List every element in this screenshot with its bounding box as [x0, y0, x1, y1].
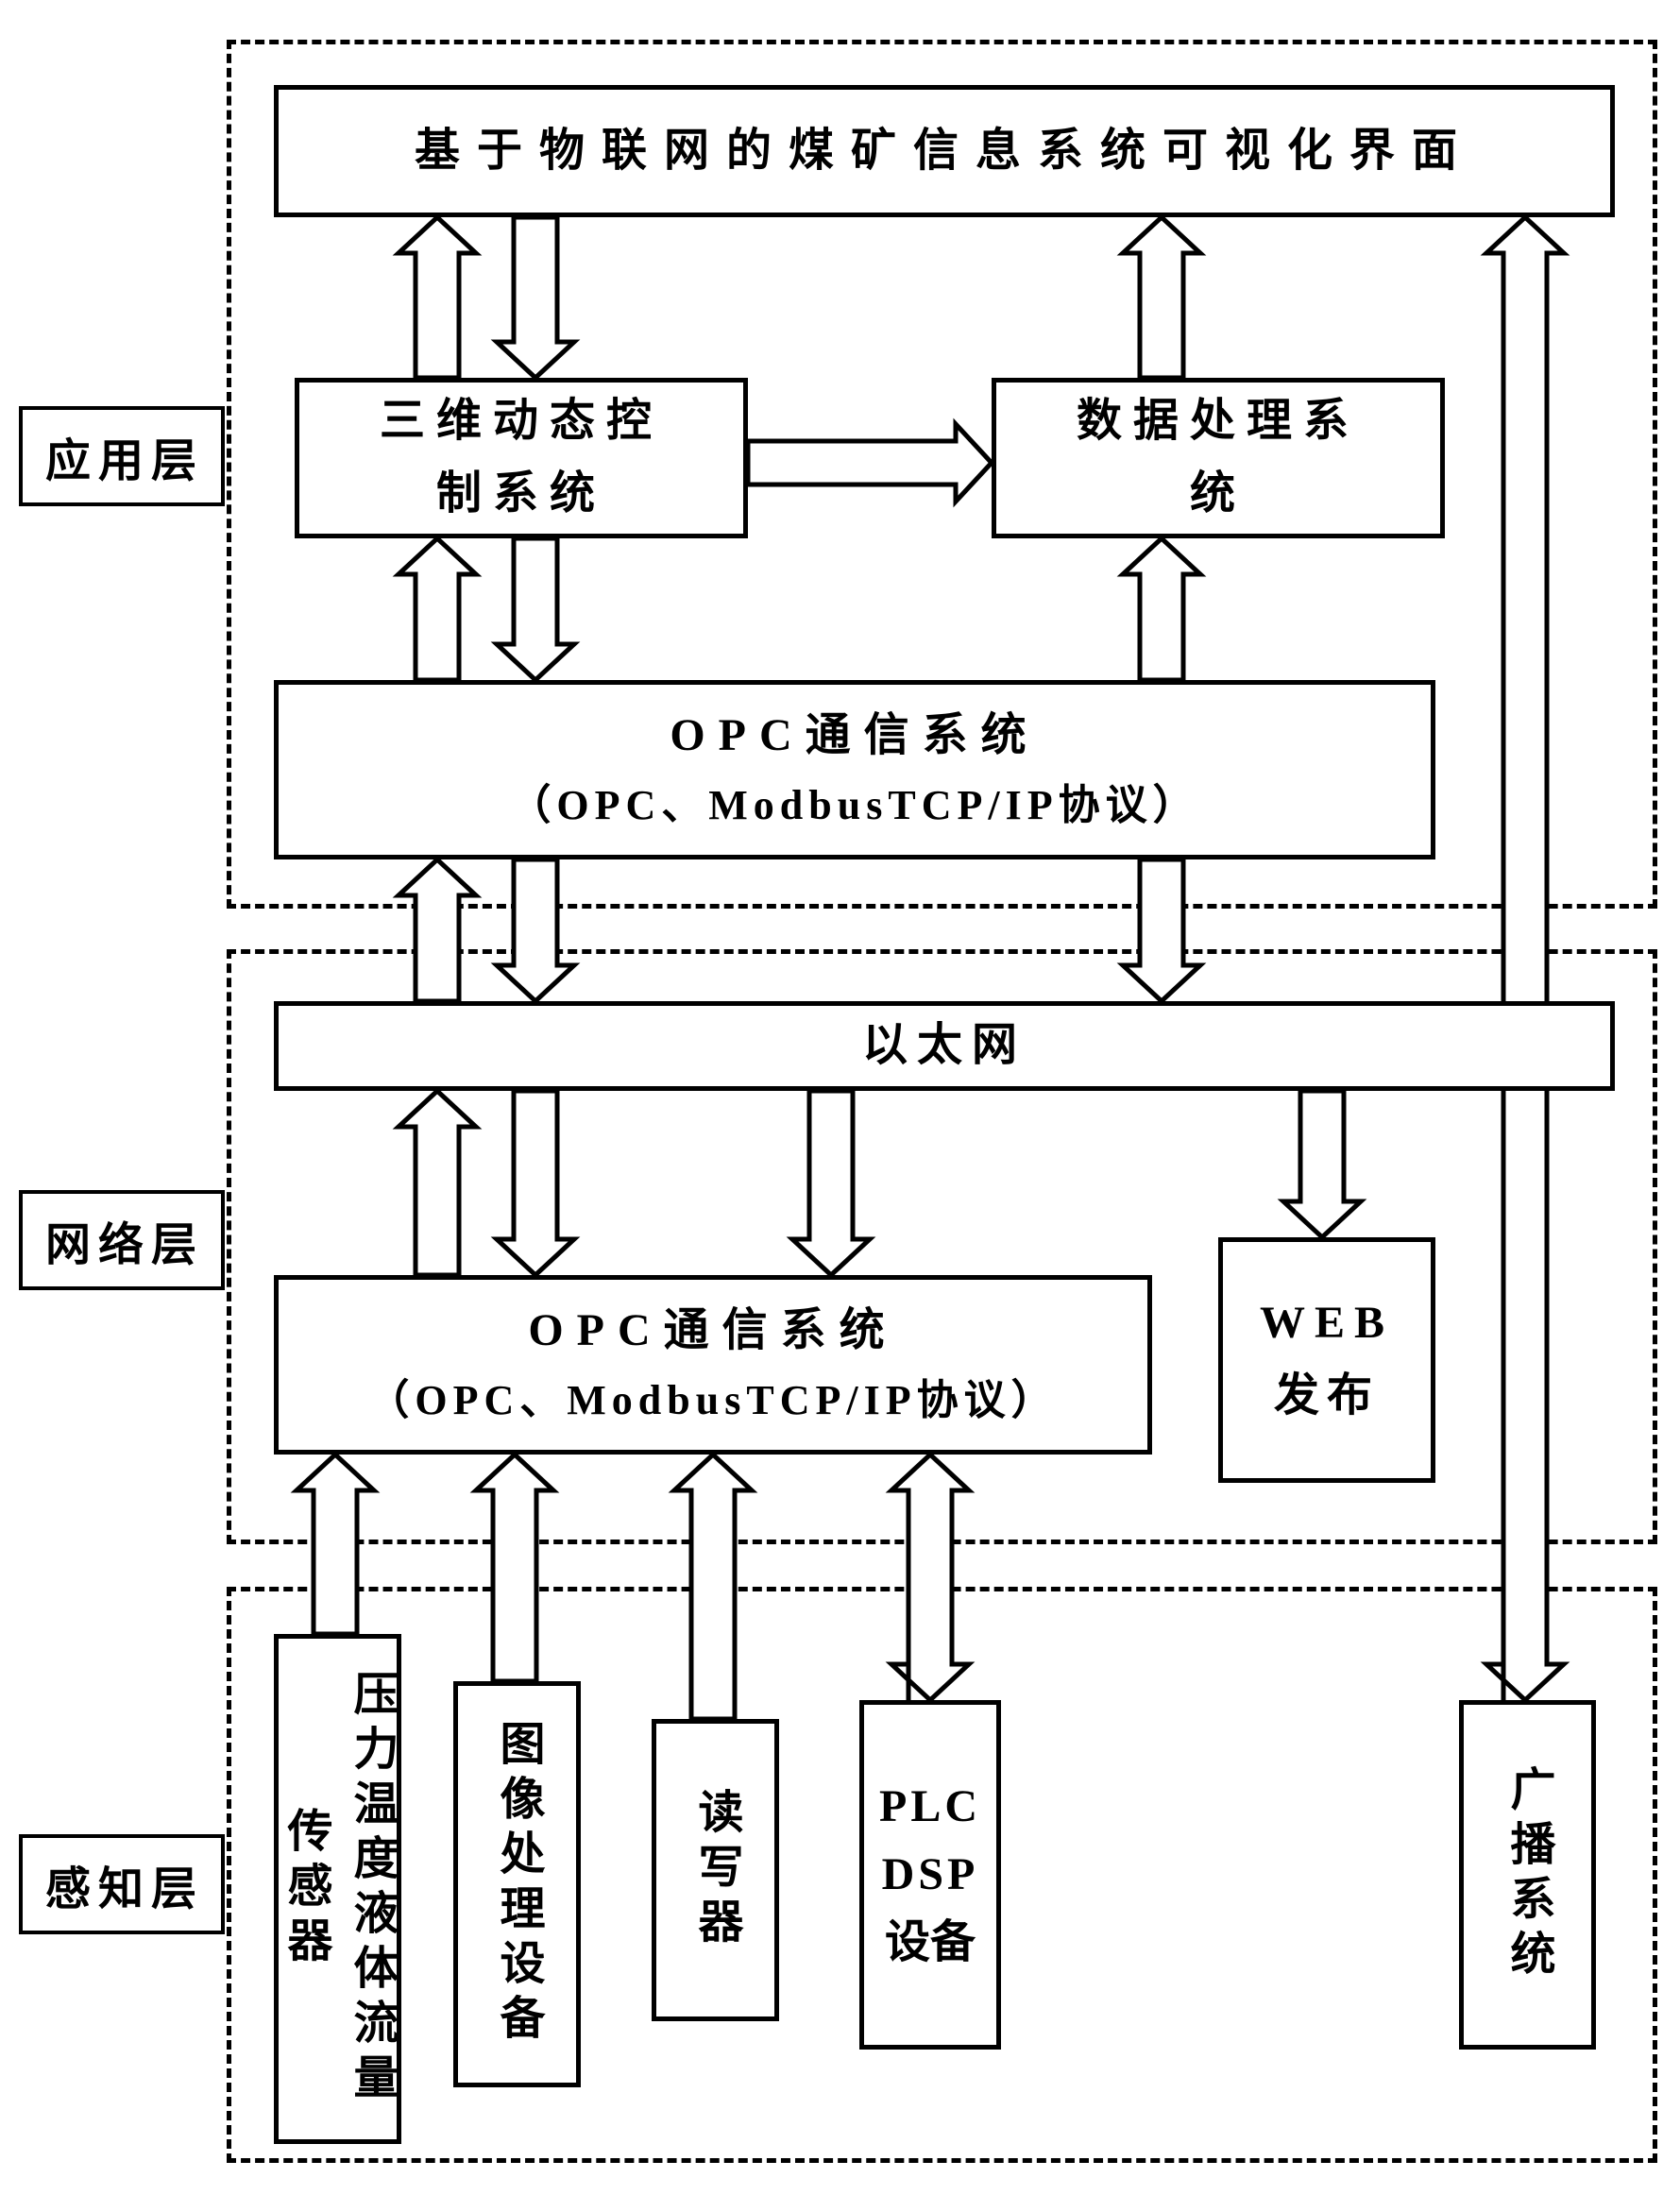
- node-ctrl3d: 三维动态控 制系统: [295, 378, 748, 538]
- layer-label-net: 网络层: [19, 1190, 225, 1290]
- node-ctrl3d-l2: 制系统: [307, 458, 736, 531]
- node-sensor-label: 压力温度液体流量传感器: [272, 1650, 404, 2128]
- node-ether-label: 以太网: [862, 1010, 1027, 1082]
- layer-label-app: 应用层: [19, 406, 225, 506]
- node-dataproc: 数据处理系 统: [992, 378, 1445, 538]
- node-reader: 读写器: [652, 1719, 779, 2021]
- node-opc1-l1: OPC通信系统: [286, 700, 1423, 773]
- node-dataproc-l1: 数据处理系: [1004, 385, 1433, 458]
- node-plc: PLC DSP 设备: [859, 1700, 1001, 2050]
- node-opc1: OPC通信系统 （OPC、ModbusTCP/IP协议）: [274, 680, 1435, 859]
- node-web-l2: 发布: [1230, 1360, 1423, 1433]
- node-imgdev: 图像处理设备: [453, 1681, 581, 2087]
- node-plc-l1: PLC: [872, 1773, 989, 1841]
- node-opc2-l2: （OPC、ModbusTCP/IP协议）: [286, 1368, 1140, 1434]
- node-ui-label: 基于物联网的煤矿信息系统可视化界面: [415, 115, 1474, 188]
- node-imgdev-label: 图像处理设备: [484, 1720, 551, 2049]
- node-ether: 以太网: [274, 1001, 1615, 1091]
- node-dataproc-l2: 统: [1004, 458, 1433, 531]
- node-sensor: 压力温度液体流量传感器: [274, 1634, 401, 2144]
- node-reader-label: 读写器: [683, 1788, 749, 1952]
- node-web-l1: WEB: [1230, 1287, 1423, 1360]
- node-ctrl3d-l1: 三维动态控: [307, 385, 736, 458]
- node-opc2: OPC通信系统 （OPC、ModbusTCP/IP协议）: [274, 1275, 1152, 1455]
- node-opc2-l1: OPC通信系统: [286, 1295, 1140, 1368]
- node-broadcast: 广播系统: [1459, 1700, 1596, 2050]
- node-opc1-l2: （OPC、ModbusTCP/IP协议）: [286, 773, 1423, 839]
- node-ui: 基于物联网的煤矿信息系统可视化界面: [274, 85, 1615, 217]
- layer-label-sense: 感知层: [19, 1834, 225, 1934]
- node-plc-l3: 设备: [872, 1909, 989, 1977]
- node-plc-l2: DSP: [872, 1841, 989, 1909]
- node-broadcast-label: 广播系统: [1495, 1765, 1561, 1984]
- node-web: WEB 发布: [1218, 1237, 1435, 1483]
